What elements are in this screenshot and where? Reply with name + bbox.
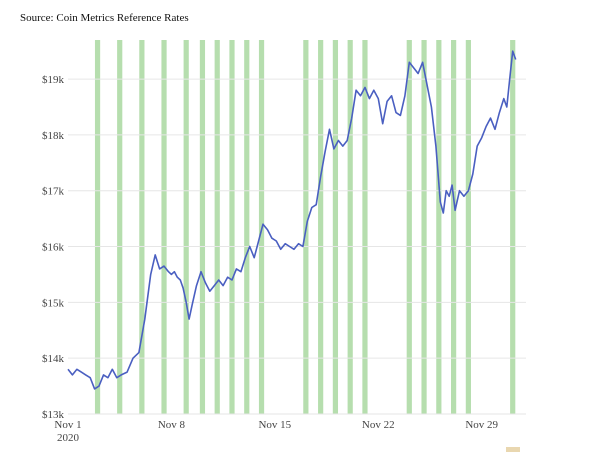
- source-note: Source: Coin Metrics Reference Rates: [20, 12, 189, 24]
- highlight-band-18: [451, 40, 457, 414]
- highlight-band-3: [161, 40, 167, 414]
- x-tick-label: Nov 8: [158, 419, 186, 431]
- watermark-mark: [506, 447, 520, 452]
- highlight-band-12: [332, 40, 339, 414]
- y-tick-label: $13k: [42, 409, 65, 421]
- highlight-band-4: [183, 40, 189, 414]
- highlight-band-6: [214, 40, 220, 414]
- highlight-band-5: [199, 40, 206, 414]
- x-tick-label: Nov 15: [258, 419, 291, 431]
- highlight-band-11: [318, 40, 324, 414]
- y-axis-labels: $13k $14k $15k $16k $17k $18k $19k: [42, 74, 65, 421]
- y-tick-label: $17k: [42, 186, 65, 198]
- y-tick-label: $15k: [42, 297, 65, 309]
- highlight-band-16: [421, 40, 427, 414]
- highlight-band-7: [229, 40, 235, 414]
- x-tick-label: Nov 1: [54, 419, 81, 431]
- highlight-band-20: [510, 40, 516, 414]
- highlight-band-13: [347, 40, 353, 414]
- y-tick-label: $16k: [42, 242, 65, 254]
- series-line-0: [67, 50, 517, 390]
- highlight-band-1: [117, 40, 123, 414]
- highlight-band-8: [244, 40, 250, 414]
- x-tick-year-label: 2020: [57, 432, 80, 444]
- x-tick-label: Nov 22: [362, 419, 395, 431]
- series-lines: [67, 50, 517, 390]
- highlight-band-15: [406, 40, 412, 414]
- highlight-band-19: [465, 40, 471, 414]
- highlight-band-2: [139, 40, 145, 414]
- y-tick-label: $14k: [42, 353, 65, 365]
- highlight-band-17: [436, 40, 442, 414]
- highlight-band-14: [362, 40, 368, 414]
- x-tick-label: Nov 29: [465, 419, 498, 431]
- grid-lines: [68, 78, 526, 415]
- y-tick-label: $18k: [42, 130, 65, 142]
- highlight-band-0: [94, 40, 101, 414]
- y-tick-label: $19k: [42, 74, 65, 86]
